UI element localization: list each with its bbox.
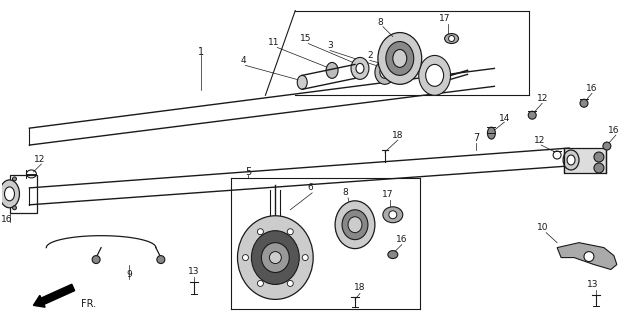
Text: 11: 11 [268,38,279,47]
Text: 12: 12 [536,94,548,103]
Text: 7: 7 [473,133,480,143]
Ellipse shape [383,207,403,223]
Ellipse shape [594,152,604,162]
Ellipse shape [335,201,375,249]
Text: 16: 16 [586,84,598,93]
Ellipse shape [261,243,289,273]
Text: 17: 17 [382,190,394,199]
Ellipse shape [269,252,282,264]
Ellipse shape [594,163,604,173]
Text: 8: 8 [342,188,348,197]
Ellipse shape [342,210,368,240]
Text: 3: 3 [327,41,333,50]
Ellipse shape [0,180,20,208]
Polygon shape [557,243,617,269]
Ellipse shape [92,256,100,264]
Text: 12: 12 [534,136,545,145]
Ellipse shape [580,99,588,107]
Text: 5: 5 [245,167,252,177]
Ellipse shape [448,36,455,42]
Bar [10,175,38,213]
Ellipse shape [252,231,299,284]
Ellipse shape [426,64,443,86]
Ellipse shape [297,76,307,89]
Ellipse shape [356,63,364,73]
Text: 9: 9 [126,270,132,279]
Ellipse shape [238,216,313,300]
Ellipse shape [389,211,397,219]
Text: 6: 6 [307,183,313,192]
Ellipse shape [287,280,293,286]
Text: 8: 8 [377,18,383,27]
Ellipse shape [348,217,362,233]
Text: 16: 16 [1,215,12,224]
Ellipse shape [287,229,293,235]
Ellipse shape [257,229,263,235]
Ellipse shape [378,33,422,84]
Text: 14: 14 [499,114,510,123]
FancyArrow shape [33,284,75,307]
Ellipse shape [351,58,369,79]
Ellipse shape [302,255,308,260]
Ellipse shape [13,177,17,181]
Text: FR.: FR. [81,300,96,309]
Ellipse shape [584,252,594,261]
Ellipse shape [380,67,390,78]
Text: 13: 13 [587,280,599,289]
Text: 12: 12 [34,156,45,164]
Ellipse shape [445,34,459,44]
Text: 13: 13 [188,267,199,276]
Ellipse shape [4,187,15,201]
Text: 16: 16 [396,235,408,244]
Text: 4: 4 [241,56,247,65]
Ellipse shape [419,55,450,95]
Ellipse shape [603,142,611,150]
Text: 2: 2 [367,51,373,60]
Ellipse shape [567,155,575,165]
Ellipse shape [243,255,248,260]
Text: 1: 1 [197,47,204,58]
Ellipse shape [487,127,496,139]
Ellipse shape [388,251,398,259]
Ellipse shape [386,42,414,76]
Text: 17: 17 [439,14,450,23]
Text: 15: 15 [299,34,311,43]
Text: 18: 18 [392,131,404,140]
Ellipse shape [375,60,395,84]
Ellipse shape [528,111,536,119]
Ellipse shape [393,50,407,68]
Text: 16: 16 [608,126,620,135]
Ellipse shape [257,280,263,286]
Ellipse shape [157,256,165,264]
Ellipse shape [326,62,338,78]
Ellipse shape [13,206,17,210]
Text: 10: 10 [538,223,549,232]
Bar [564,148,606,173]
Ellipse shape [563,150,579,170]
Text: 18: 18 [354,283,366,292]
